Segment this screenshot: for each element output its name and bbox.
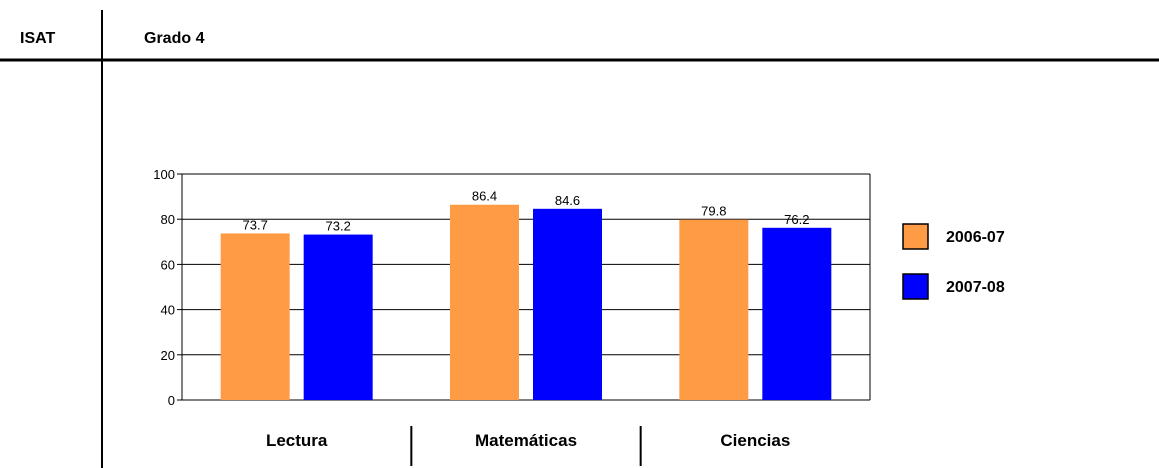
bar (303, 234, 373, 400)
data-label: 86.4 (472, 189, 497, 204)
y-tick-label: 80 (161, 212, 175, 227)
x-category-label: Ciencias (720, 431, 790, 450)
x-category-label: Lectura (266, 431, 328, 450)
data-label: 76.2 (784, 212, 809, 227)
bar (679, 219, 749, 400)
data-label: 79.8 (701, 204, 726, 219)
bar (450, 204, 519, 400)
y-tick-label: 0 (168, 393, 175, 408)
x-category-label: Matemáticas (475, 431, 577, 450)
test-label: ISAT (20, 30, 56, 47)
y-tick-label: 20 (161, 348, 175, 363)
data-label: 73.7 (243, 217, 268, 232)
legend-swatch (902, 273, 929, 300)
legend-label: 2006-07 (946, 229, 1005, 246)
legend-label: 2007-08 (946, 279, 1005, 296)
y-tick-label: 60 (161, 257, 175, 272)
grade-title: Grado 4 (144, 30, 205, 47)
bar (762, 227, 832, 400)
data-label: 84.6 (555, 193, 580, 208)
legend-swatch (902, 223, 929, 250)
bar (533, 208, 602, 400)
data-label: 73.2 (326, 219, 351, 234)
bar (220, 233, 290, 400)
y-tick-label: 100 (153, 167, 175, 182)
y-tick-label: 40 (161, 303, 175, 318)
